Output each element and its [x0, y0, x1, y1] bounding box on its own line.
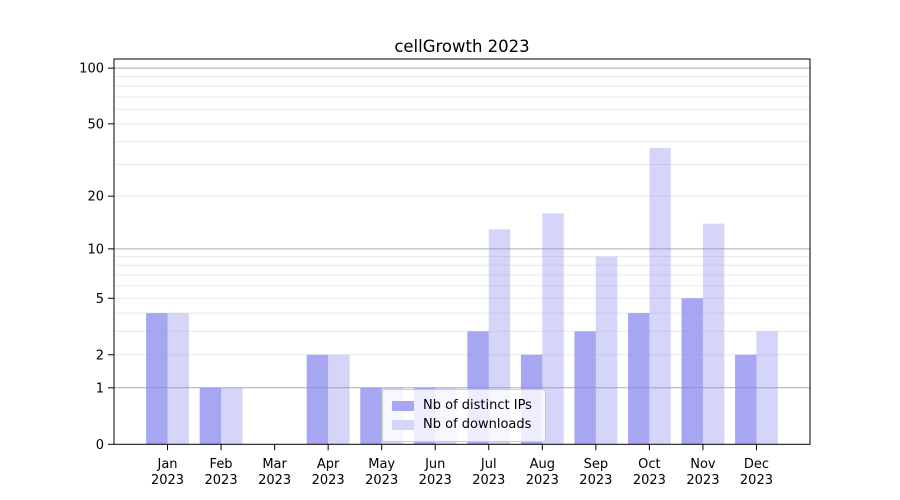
- y-tick-label-10: 10: [87, 242, 104, 257]
- x-tick-label-year-nov: 2023: [686, 473, 719, 488]
- y-tick-label-50: 50: [87, 117, 104, 132]
- x-tick-label-year-sep: 2023: [579, 473, 612, 488]
- x-tick-label-month-may: May: [368, 457, 395, 472]
- x-tick-label-year-mar: 2023: [258, 473, 291, 488]
- x-tick-label-year-oct: 2023: [633, 473, 666, 488]
- y-tick-label-2: 2: [96, 348, 104, 363]
- x-tick-label-year-may: 2023: [365, 473, 398, 488]
- grid-layer: [114, 67, 810, 389]
- y-tick-label-100: 100: [79, 62, 104, 77]
- axes-layer: [108, 58, 811, 451]
- legend-item-downloads: Nb of downloads: [392, 416, 536, 434]
- bar-downloads-sep: [595, 256, 618, 445]
- x-tick-label-month-feb: Feb: [210, 457, 233, 472]
- y-tick-label-20: 20: [87, 190, 104, 205]
- bar-ips-may: [360, 387, 382, 445]
- x-tick-label-month-dec: Dec: [744, 457, 769, 472]
- bar-downloads-nov: [702, 223, 725, 445]
- bar-downloads-aug: [542, 213, 564, 445]
- y-tick-label-5: 5: [96, 292, 104, 307]
- bar-ips-sep: [574, 331, 596, 445]
- bar-downloads-jan: [167, 313, 189, 445]
- y-tick-label-0: 0: [96, 438, 104, 453]
- bar-ips-feb: [199, 387, 222, 445]
- legend-swatch-distinct-ips: [392, 401, 414, 411]
- x-tick-label-month-jan: Jan: [157, 457, 178, 472]
- bar-downloads-dec: [756, 331, 778, 445]
- bar-ips-nov: [681, 298, 703, 445]
- plot-frame: [113, 58, 811, 445]
- legend-swatch-rect-downloads: [392, 420, 414, 430]
- x-tick-label-year-feb: 2023: [205, 473, 238, 488]
- chart-title: cellGrowth 2023: [394, 37, 529, 56]
- labels-layer: 0125102050100Jan2023Feb2023Mar2023Apr202…: [79, 62, 773, 488]
- bar-downloads-oct: [649, 147, 671, 445]
- x-tick-label-month-oct: Oct: [638, 457, 660, 472]
- bar-ips-apr: [306, 354, 329, 445]
- x-tick-label-year-jan: 2023: [151, 473, 184, 488]
- x-tick-label-year-jun: 2023: [419, 473, 452, 488]
- x-tick-label-month-sep: Sep: [584, 457, 609, 472]
- legend-swatch-rect-distinct-ips: [392, 401, 414, 411]
- x-tick-label-month-jun: Jun: [424, 457, 445, 472]
- legend: Nb of distinct IPs Nb of downloads: [382, 389, 546, 442]
- bar-ips-oct: [627, 313, 650, 445]
- x-tick-label-month-jul: Jul: [480, 457, 497, 472]
- y-tick-label-1: 1: [96, 381, 104, 396]
- bar-ips-jan: [146, 313, 168, 445]
- legend-label-distinct-ips: Nb of distinct IPs: [423, 398, 532, 413]
- x-tick-label-year-dec: 2023: [740, 473, 773, 488]
- x-tick-label-month-mar: Mar: [262, 457, 287, 472]
- x-tick-label-year-jul: 2023: [472, 473, 505, 488]
- bar-ips-dec: [735, 354, 757, 445]
- x-tick-label-month-nov: Nov: [690, 457, 716, 472]
- bar-downloads-apr: [328, 354, 350, 445]
- legend-item-distinct-ips: Nb of distinct IPs: [392, 397, 536, 415]
- bar-downloads-feb: [221, 387, 243, 445]
- x-tick-label-year-aug: 2023: [526, 473, 559, 488]
- x-tick-label-month-apr: Apr: [317, 457, 340, 472]
- legend-label-downloads: Nb of downloads: [423, 417, 532, 432]
- x-tick-label-month-aug: Aug: [530, 457, 555, 472]
- legend-swatch-downloads: [392, 420, 414, 430]
- x-tick-label-year-apr: 2023: [312, 473, 345, 488]
